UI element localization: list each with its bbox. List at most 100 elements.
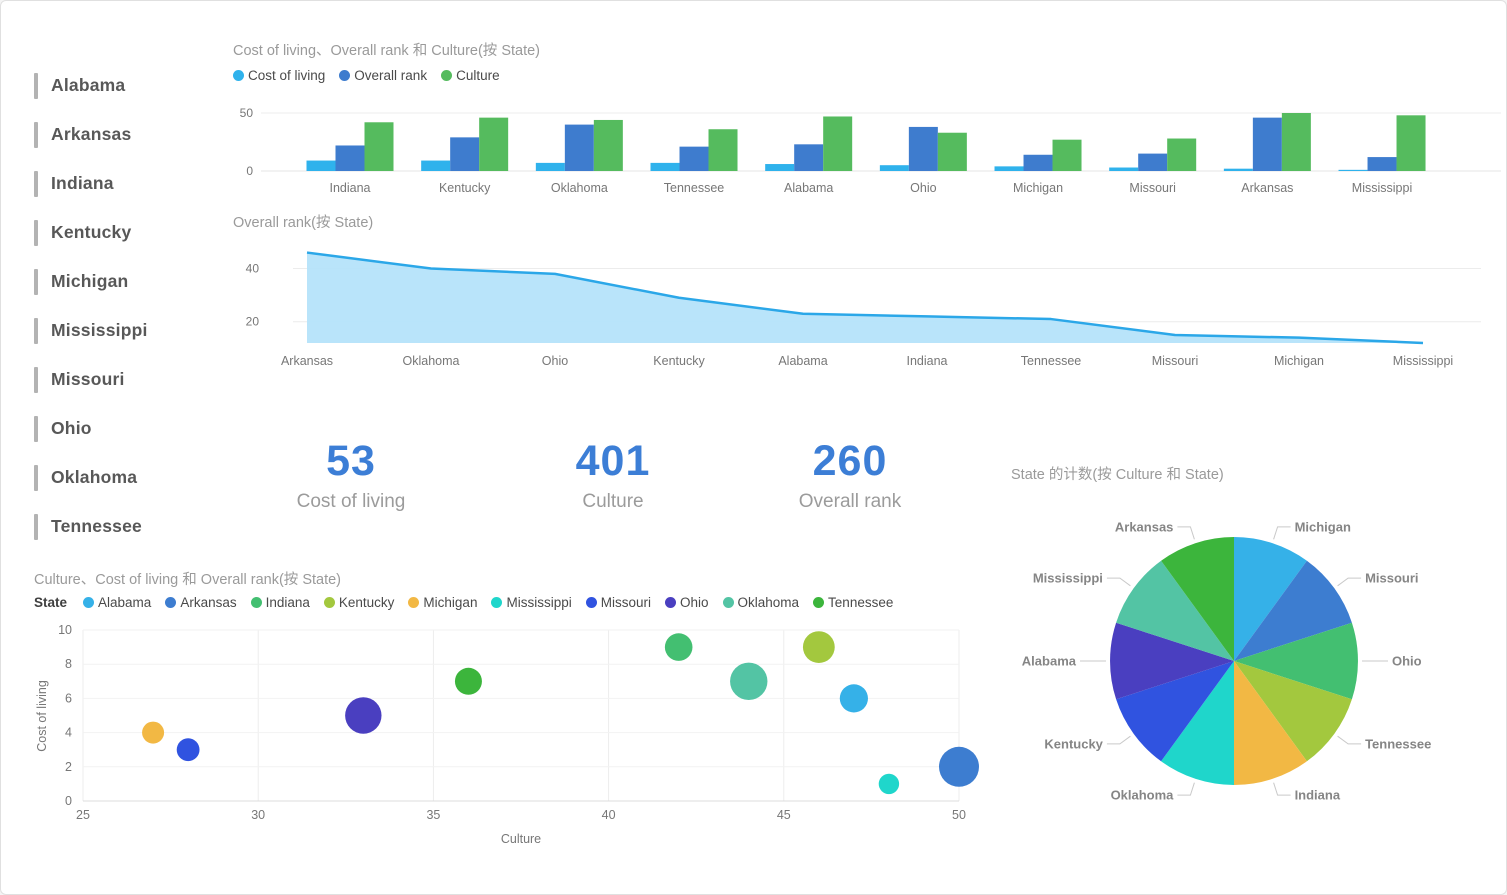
bar-overall-rank-tennessee[interactable]: [679, 146, 709, 171]
pie-label-leader: [1337, 577, 1362, 587]
bar-culture-indiana[interactable]: [364, 122, 394, 171]
bar-overall-rank-arkansas[interactable]: [1252, 117, 1282, 171]
bar-cost-of-living-indiana[interactable]: [306, 160, 336, 171]
legend-dot: [813, 597, 825, 608]
legend-item-tennessee[interactable]: Tennessee: [813, 595, 893, 610]
slicer-item-alabama[interactable]: Alabama: [34, 61, 224, 110]
scatter-bubble-kentucky[interactable]: [802, 631, 835, 663]
slicer-item-missouri[interactable]: Missouri: [34, 355, 224, 404]
bar-cost-of-living-ohio[interactable]: [879, 165, 909, 171]
pie-label-leader: [1106, 735, 1131, 745]
x-axis-category-label: Tennessee: [664, 181, 725, 195]
bar-overall-rank-oklahoma[interactable]: [564, 124, 594, 171]
scatter-bubble-oklahoma[interactable]: [730, 662, 768, 700]
pie-slice-arkansas[interactable]: [1161, 537, 1234, 661]
bar-cost-of-living-missouri[interactable]: [1109, 167, 1139, 171]
scatter-bubble-mississippi[interactable]: [878, 773, 900, 795]
kpi-card-culture[interactable]: 401 Culture: [528, 438, 698, 513]
legend-item-cost-of-living[interactable]: Cost of living: [233, 68, 325, 83]
area-fill[interactable]: [307, 252, 1423, 343]
legend-item-ohio[interactable]: Ohio: [664, 595, 709, 610]
legend-dot: [165, 597, 177, 608]
legend-item-culture[interactable]: Culture: [441, 68, 500, 83]
legend-item-indiana[interactable]: Indiana: [250, 595, 310, 610]
scatter-bubble-missouri[interactable]: [176, 738, 200, 762]
bar-culture-missouri[interactable]: [1167, 138, 1197, 171]
scatter-bubble-michigan[interactable]: [142, 721, 165, 744]
bar-cost-of-living-oklahoma[interactable]: [535, 162, 565, 171]
y-axis-tick-label: 10: [58, 623, 72, 637]
pie-slice-indiana[interactable]: [1234, 661, 1307, 785]
pie-slice-michigan[interactable]: [1234, 537, 1307, 661]
bar-cost-of-living-michigan[interactable]: [994, 166, 1024, 171]
pie-slice-mississippi[interactable]: [1116, 560, 1234, 661]
bar-culture-tennessee[interactable]: [708, 129, 738, 171]
y-axis-tick-label: 6: [65, 691, 72, 705]
legend-label: Cost of living: [248, 68, 326, 83]
scatter-bubble-indiana[interactable]: [664, 633, 693, 661]
pie-slice-oklahoma[interactable]: [1161, 661, 1234, 785]
kpi-card-overall-rank[interactable]: 260 Overall rank: [765, 438, 935, 513]
bar-overall-rank-missouri[interactable]: [1138, 153, 1168, 171]
pie-slice-label-tennessee: Tennessee: [1365, 736, 1431, 751]
scatter-bubble-ohio[interactable]: [345, 697, 382, 734]
pie-label-leader: [1177, 782, 1195, 796]
bar-culture-arkansas[interactable]: [1281, 113, 1311, 171]
pie-slice-missouri[interactable]: [1234, 560, 1352, 661]
scatter-bubble-arkansas[interactable]: [939, 746, 979, 787]
legend-item-arkansas[interactable]: Arkansas: [165, 595, 237, 610]
slicer-item-oklahoma[interactable]: Oklahoma: [34, 453, 224, 502]
slicer-item-marker: [34, 317, 38, 344]
slicer-item-marker: [34, 170, 38, 197]
slicer-item-tennessee[interactable]: Tennessee: [34, 502, 224, 551]
x-axis-category-label: Kentucky: [653, 354, 705, 368]
x-axis-category-label: Missouri: [1152, 354, 1199, 368]
bar-culture-mississippi[interactable]: [1396, 115, 1426, 171]
legend-item-kentucky[interactable]: Kentucky: [323, 595, 394, 610]
pie-slice-label-michigan: Michigan: [1295, 519, 1351, 534]
scatter-chart-plot: 25 30 35 40 45 50 0 2 4 6 8 10 Culture Cost of living: [35, 623, 979, 846]
kpi-card-cost-of-living[interactable]: 53 Cost of living: [266, 438, 436, 513]
slicer-item-label: Oklahoma: [51, 467, 138, 487]
pie-slice-alabama[interactable]: [1110, 622, 1234, 700]
slicer-item-indiana[interactable]: Indiana: [34, 159, 224, 208]
legend-item-michigan[interactable]: Michigan: [408, 595, 477, 610]
y-axis-title: Cost of living: [35, 680, 49, 752]
slicer-item-mississippi[interactable]: Mississippi: [34, 306, 224, 355]
bar-overall-rank-mississippi[interactable]: [1367, 157, 1397, 171]
x-axis-category-label: Alabama: [778, 354, 827, 368]
bar-cost-of-living-tennessee[interactable]: [650, 162, 680, 171]
bar-overall-rank-kentucky[interactable]: [450, 137, 480, 171]
bar-cost-of-living-alabama[interactable]: [765, 164, 795, 171]
pie-slice-ohio[interactable]: [1234, 622, 1358, 700]
bar-culture-ohio[interactable]: [937, 132, 967, 171]
bar-culture-kentucky[interactable]: [479, 117, 509, 171]
scatter-chart-legend: State Alabama Arkansas Indiana Kentucky Mich…: [34, 595, 893, 610]
legend-item-mississippi[interactable]: Mississippi: [491, 595, 572, 610]
slicer-item-ohio[interactable]: Ohio: [34, 404, 224, 453]
pie-slice-tennessee[interactable]: [1234, 661, 1352, 762]
legend-item-missouri[interactable]: Missouri: [585, 595, 651, 610]
x-axis-category-label: Alabama: [784, 181, 833, 195]
slicer-item-arkansas[interactable]: Arkansas: [34, 110, 224, 159]
bar-overall-rank-michigan[interactable]: [1023, 154, 1053, 171]
bar-culture-alabama[interactable]: [823, 116, 853, 171]
bar-overall-rank-ohio[interactable]: [908, 126, 938, 171]
bar-cost-of-living-mississippi[interactable]: [1338, 169, 1368, 171]
pie-slice-kentucky[interactable]: [1116, 661, 1234, 762]
bar-overall-rank-alabama[interactable]: [794, 144, 824, 171]
scatter-bubble-tennessee[interactable]: [454, 667, 482, 695]
slicer-item-michigan[interactable]: Michigan: [34, 257, 224, 306]
bar-culture-michigan[interactable]: [1052, 139, 1082, 171]
slicer-item-kentucky[interactable]: Kentucky: [34, 208, 224, 257]
legend-item-oklahoma[interactable]: Oklahoma: [722, 595, 799, 610]
bar-cost-of-living-kentucky[interactable]: [421, 160, 451, 171]
bar-culture-oklahoma[interactable]: [593, 119, 623, 171]
x-axis-category-label: Ohio: [542, 354, 568, 368]
legend-item-overall-rank[interactable]: Overall rank: [339, 68, 427, 83]
scatter-bubble-alabama[interactable]: [839, 684, 868, 713]
bar-overall-rank-indiana[interactable]: [335, 145, 365, 171]
legend-item-alabama[interactable]: Alabama: [83, 595, 151, 610]
bar-chart-plot: 0 50 Indiana Kentucky Oklahoma Tennessee Alaba…: [240, 106, 1501, 195]
bar-cost-of-living-arkansas[interactable]: [1223, 168, 1253, 171]
